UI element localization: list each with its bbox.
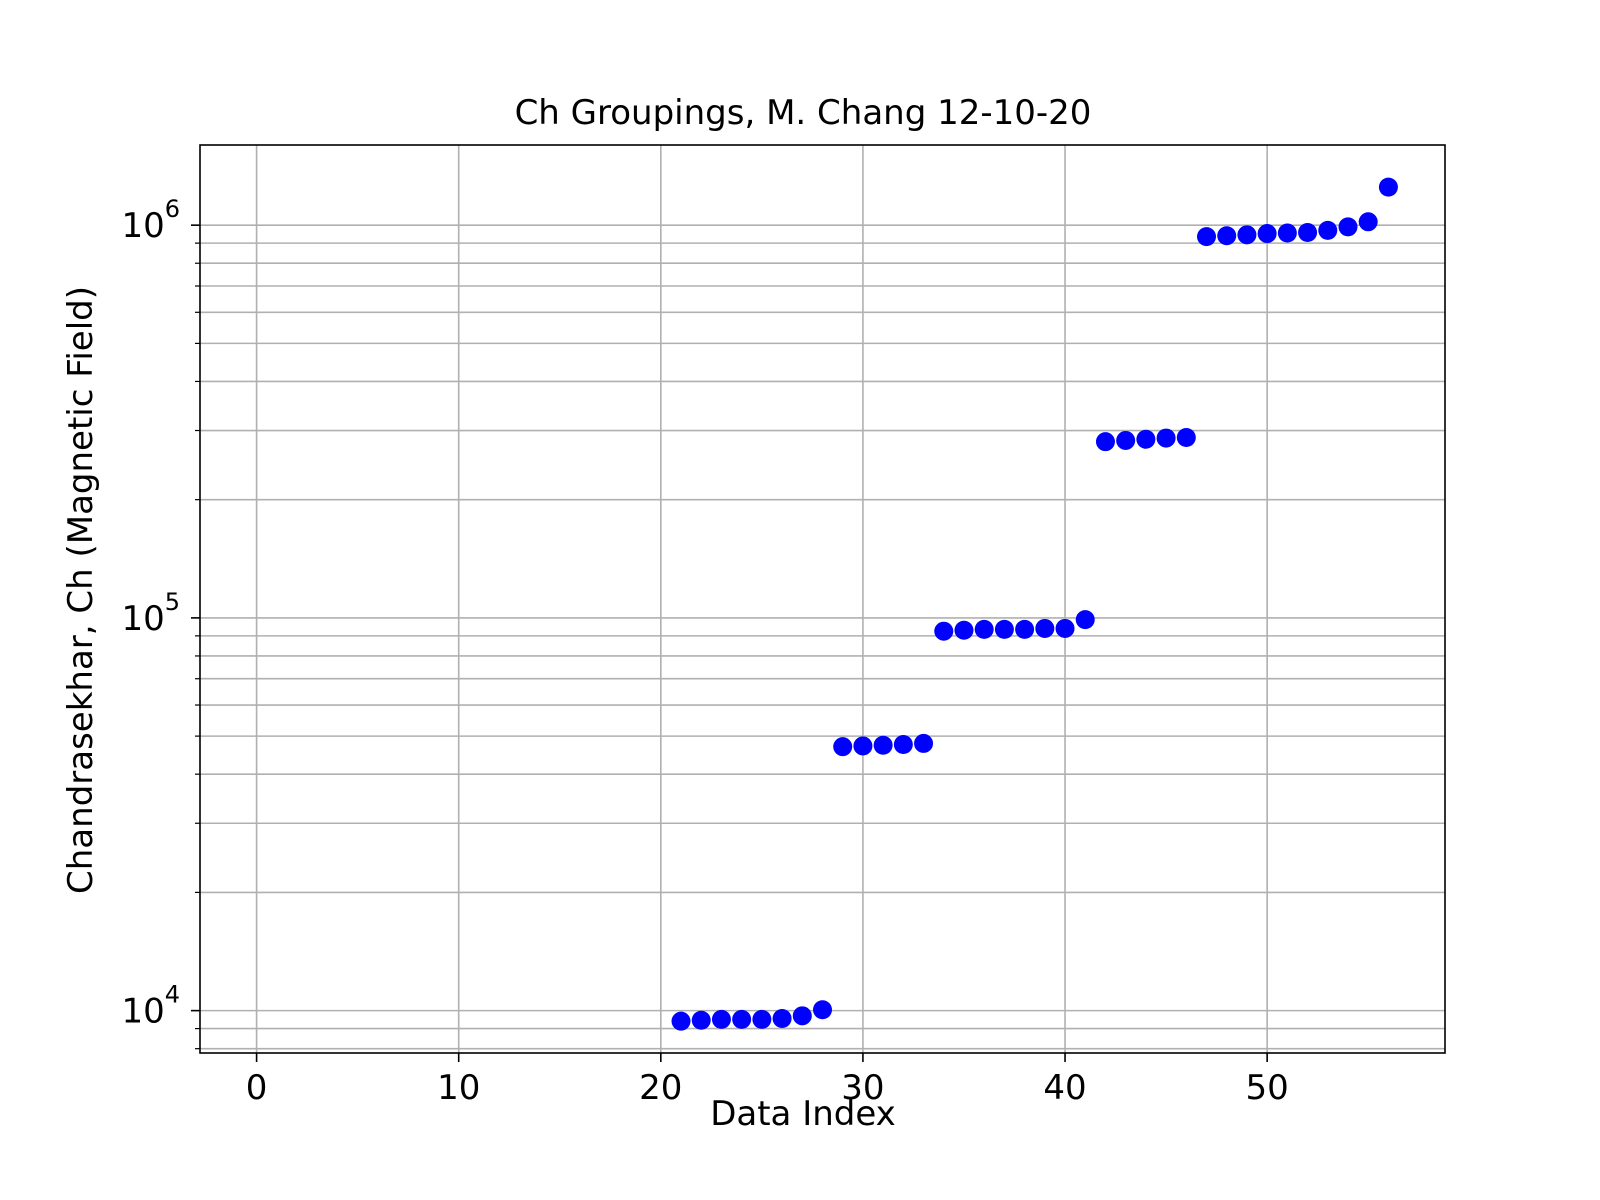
data-point (1035, 618, 1055, 638)
data-point (833, 737, 853, 757)
data-point (671, 1011, 691, 1031)
data-point (752, 1009, 772, 1029)
data-points (671, 177, 1398, 1031)
y-tick-label: 104 (121, 981, 180, 1032)
data-point (1298, 222, 1318, 242)
data-point (873, 735, 893, 755)
x-tick-label: 0 (246, 1068, 268, 1108)
data-point (1358, 212, 1378, 232)
axis-ticks: 0 10 20 30 40 50 104 105 106 (121, 195, 1288, 1108)
data-point (1217, 226, 1237, 246)
data-point (1338, 217, 1358, 237)
data-point (1116, 430, 1136, 450)
data-point (914, 733, 934, 753)
data-point (853, 736, 873, 756)
x-tick-label: 30 (841, 1068, 884, 1108)
data-point (1075, 610, 1095, 630)
x-tick-label: 10 (437, 1068, 480, 1108)
data-point (1277, 223, 1297, 243)
data-point (1095, 432, 1115, 452)
data-point (1318, 220, 1338, 240)
data-point (1197, 227, 1217, 247)
data-point (934, 621, 954, 641)
data-point (813, 1000, 832, 1020)
data-point (1237, 225, 1257, 245)
data-point (1176, 427, 1196, 447)
data-point (1257, 224, 1277, 244)
data-point (994, 619, 1014, 639)
y-axis-label: Chandrasekhar, Ch (Magnetic Field) (61, 286, 101, 894)
grid-lines (200, 145, 1445, 1053)
data-point (691, 1010, 711, 1030)
x-axis-label: Data Index (710, 1094, 896, 1134)
plot-frame (199, 144, 1446, 1054)
data-point (1156, 428, 1176, 448)
data-point (711, 1009, 731, 1029)
data-point (772, 1008, 792, 1028)
data-point (1136, 429, 1156, 449)
data-point (792, 1006, 812, 1026)
x-tick-label: 20 (639, 1068, 682, 1108)
x-tick-label: 40 (1043, 1068, 1086, 1108)
data-point (1378, 177, 1398, 197)
data-point (732, 1009, 752, 1029)
data-point (893, 735, 913, 755)
x-tick-label: 50 (1246, 1068, 1289, 1108)
y-tick-label: 105 (121, 588, 180, 639)
chart-title: Ch Groupings, M. Chang 12-10-20 (515, 93, 1092, 133)
y-tick-label: 106 (121, 195, 180, 246)
data-point (1055, 618, 1075, 638)
data-point (974, 619, 994, 639)
data-point (1015, 619, 1035, 639)
data-point (954, 620, 974, 640)
